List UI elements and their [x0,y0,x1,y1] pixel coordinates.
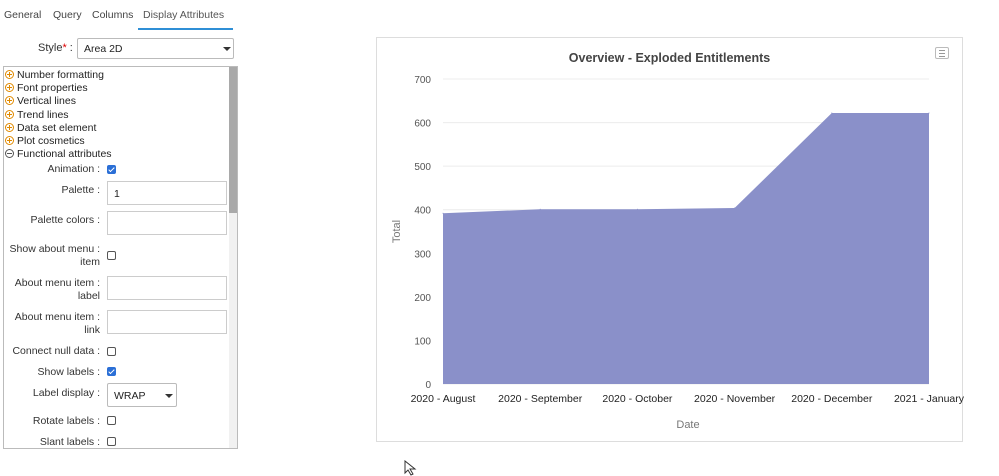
chart-container: Overview - Exploded Entitlements 0 100 200… [376,37,964,442]
y-tick-label: 100 [414,336,431,347]
tree-item-vertical-lines[interactable]: Vertical lines [5,94,76,107]
palette-input[interactable]: 1 [107,181,227,205]
chevron-down-icon [165,394,173,398]
tree-item-plot-cosmetics[interactable]: Plot cosmetics [5,134,85,147]
expand-plus-icon [5,96,14,105]
menu-line [939,53,945,54]
data-point [734,207,736,209]
about-menu-link-input[interactable] [107,310,227,334]
rotate-labels-checkbox[interactable] [107,416,116,425]
connect-null-label: Connect null data : [12,345,100,357]
label-display-select[interactable]: WRAP [107,383,177,407]
area-series [443,112,929,384]
about-menu-link-label: About menu item : link [14,311,100,336]
slant-labels-label: Slant labels : [39,436,100,448]
tree-item-data-set-element[interactable]: Data set element [5,121,96,134]
slant-labels-checkbox[interactable] [107,437,116,446]
x-tick-label: 2020 - October [602,393,673,405]
chart-title: Overview - Exploded Entitlements [568,51,771,65]
tab-columns[interactable]: Columns [92,9,134,21]
area-chart: 0 100 200 300 400 500 600 700 2020 - August 2020 … [391,75,964,431]
palette-colors-input[interactable] [107,211,227,235]
tab-query[interactable]: Query [53,9,82,21]
x-tick-label: 2020 - December [791,393,873,405]
label-display-label: Label display : [32,387,100,399]
y-tick-label: 700 [414,75,431,86]
style-select-value: Area 2D [84,43,123,55]
y-tick-label: 0 [425,380,431,391]
about-menu-label-input[interactable] [107,276,227,300]
tab-bar: General Query Columns Display Attributes [0,0,240,30]
rotate-labels-label: Rotate labels : [32,415,100,427]
show-labels-label: Show labels : [37,366,100,378]
tree-item-number-formatting[interactable]: Number formatting [5,68,104,81]
animation-checkbox[interactable] [107,165,116,174]
expand-plus-icon [5,123,14,132]
expand-plus-icon [5,83,14,92]
connect-null-checkbox[interactable] [107,347,116,356]
tab-display-attributes[interactable]: Display Attributes [143,9,225,21]
y-axis-label: Total [391,220,403,243]
y-tick-label: 500 [414,162,431,173]
tree-item-functional-attributes[interactable]: Functional attributes [5,147,112,160]
x-tick-label: 2020 - August [411,393,476,405]
data-point [442,212,444,214]
tree-item-font-properties[interactable]: Font properties [5,81,88,94]
tab-general[interactable]: General [4,9,42,21]
show-about-menu-checkbox[interactable] [107,251,116,260]
collapse-minus-icon [5,149,14,158]
x-tick-label: 2020 - November [694,393,776,405]
y-tick-label: 200 [414,293,431,304]
tree-item-trend-lines[interactable]: Trend lines [5,108,69,121]
palette-colors-label: Palette colors : [30,214,100,226]
chart-menu-button[interactable] [935,47,949,59]
palette-label: Palette : [61,184,100,196]
x-axis-label: Date [676,419,699,431]
properties-panel: Number formatting Font properties Vertic… [3,66,238,449]
expand-plus-icon [5,70,14,79]
data-point [636,208,638,210]
y-tick-label: 300 [414,249,431,260]
scrollbar-thumb[interactable] [229,67,237,213]
x-tick-label: 2020 - September [498,393,583,405]
chevron-down-icon [223,47,231,51]
expand-plus-icon [5,110,14,119]
show-labels-checkbox[interactable] [107,367,116,376]
panel-scrollbar[interactable] [229,67,237,448]
y-tick-label: 600 [414,119,431,130]
style-select[interactable]: Area 2D [77,38,234,59]
animation-label: Animation : [47,163,100,175]
data-point [539,208,541,210]
label-display-value: WRAP [114,390,146,402]
menu-line [939,50,945,51]
y-tick-label: 400 [414,206,431,217]
active-tab-indicator [138,28,233,30]
required-mark: * [62,42,67,54]
style-label: Style* : [38,42,73,54]
show-about-menu-label: Show about menu : item [9,243,100,268]
menu-line [939,56,945,57]
data-point [831,112,833,114]
expand-plus-icon [5,136,14,145]
data-point [928,112,930,114]
x-tick-label: 2021 - January [894,393,964,405]
about-menu-label-label: About menu item : label [14,277,100,302]
